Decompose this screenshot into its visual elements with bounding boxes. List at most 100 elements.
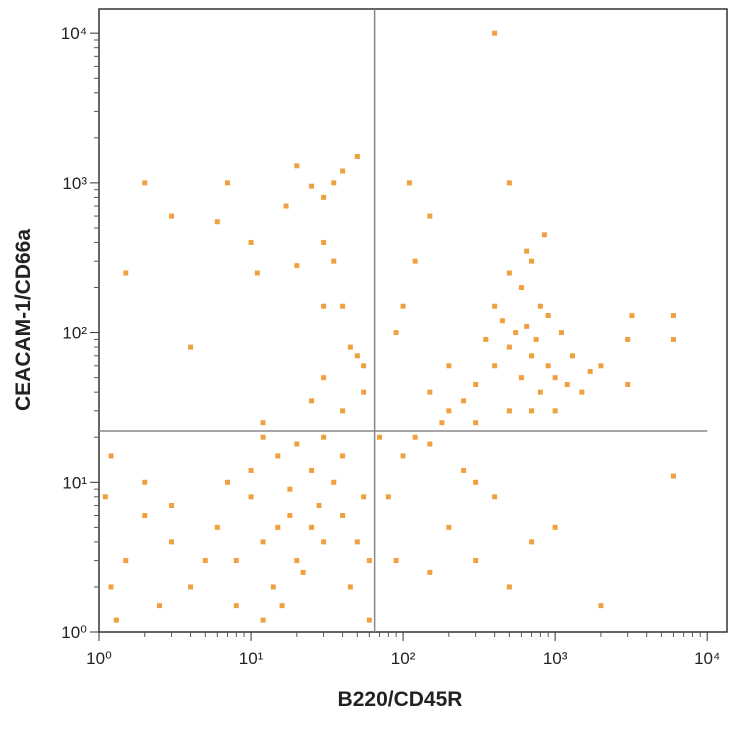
dot xyxy=(309,398,315,404)
x-tick-label: 10² xyxy=(391,649,416,668)
dot xyxy=(202,558,208,564)
dot xyxy=(142,513,148,519)
dot xyxy=(361,363,367,369)
dot xyxy=(587,368,593,374)
dot xyxy=(347,344,353,350)
dot xyxy=(188,344,194,350)
dot xyxy=(260,420,266,426)
dot xyxy=(354,539,360,545)
dot xyxy=(157,603,163,609)
dot xyxy=(309,524,315,530)
x-tick-label: 10⁰ xyxy=(86,649,112,668)
dot xyxy=(629,313,635,319)
dot xyxy=(340,408,346,414)
dot xyxy=(142,479,148,485)
dot xyxy=(393,330,399,336)
dot xyxy=(188,584,194,590)
dot xyxy=(366,558,372,564)
dot xyxy=(294,163,300,169)
dot xyxy=(260,539,266,545)
dot xyxy=(279,603,285,609)
dot xyxy=(321,194,327,200)
dot xyxy=(400,453,406,459)
dot xyxy=(446,408,452,414)
dot xyxy=(670,313,676,319)
dot xyxy=(670,473,676,479)
dot xyxy=(248,494,254,500)
dot xyxy=(518,285,524,291)
y-tick-label: 10⁰ xyxy=(61,623,87,642)
dot xyxy=(545,363,551,369)
dot xyxy=(248,467,254,473)
dot xyxy=(377,434,383,440)
x-axis-label: B220/CD45R xyxy=(338,688,463,711)
dot xyxy=(427,569,433,575)
dot xyxy=(123,270,129,276)
dot xyxy=(552,375,558,381)
dot xyxy=(541,232,547,238)
dot xyxy=(123,558,129,564)
dot xyxy=(214,219,220,225)
dot xyxy=(524,323,530,329)
x-tick-label: 10³ xyxy=(543,649,568,668)
dot xyxy=(533,336,539,342)
dot xyxy=(340,453,346,459)
dot xyxy=(108,584,114,590)
dot xyxy=(439,420,445,426)
dot xyxy=(558,330,564,336)
dot xyxy=(670,336,676,342)
dot xyxy=(406,180,412,186)
dot xyxy=(300,569,306,575)
dot xyxy=(529,408,535,414)
y-axis-label: CEACAM-1/CD66a xyxy=(12,229,35,411)
dot xyxy=(294,263,300,269)
dot xyxy=(309,183,315,189)
dot xyxy=(513,330,519,336)
dot xyxy=(412,258,418,264)
dot xyxy=(331,258,337,264)
dot xyxy=(354,353,360,359)
dot xyxy=(340,168,346,174)
dot xyxy=(275,453,281,459)
dot xyxy=(492,30,498,36)
dot xyxy=(598,603,604,609)
y-tick-label: 10² xyxy=(62,324,87,343)
dot xyxy=(579,389,585,395)
dot xyxy=(552,524,558,530)
dot xyxy=(400,303,406,309)
dot xyxy=(461,467,467,473)
dot xyxy=(598,363,604,369)
dot xyxy=(446,524,452,530)
dot xyxy=(113,617,119,623)
dot xyxy=(506,180,512,186)
dot xyxy=(524,248,530,254)
dot xyxy=(473,558,479,564)
dot xyxy=(108,453,114,459)
dot xyxy=(340,303,346,309)
dot xyxy=(254,270,260,276)
dot xyxy=(361,389,367,395)
dot xyxy=(260,434,266,440)
dot xyxy=(473,479,479,485)
dot xyxy=(529,258,535,264)
dot xyxy=(270,584,276,590)
dot xyxy=(446,363,452,369)
dot xyxy=(224,479,230,485)
dot xyxy=(287,513,293,519)
x-tick-label: 10⁴ xyxy=(694,649,720,668)
dot xyxy=(625,381,631,387)
dot xyxy=(169,539,175,545)
dot xyxy=(564,381,570,387)
dot xyxy=(233,558,239,564)
dot xyxy=(461,398,467,404)
dot xyxy=(361,494,367,500)
dot xyxy=(142,180,148,186)
dot xyxy=(552,408,558,414)
dot xyxy=(499,318,505,324)
dot xyxy=(473,420,479,426)
dot xyxy=(169,213,175,219)
dot xyxy=(321,375,327,381)
dot xyxy=(224,180,230,186)
dot xyxy=(331,180,337,186)
